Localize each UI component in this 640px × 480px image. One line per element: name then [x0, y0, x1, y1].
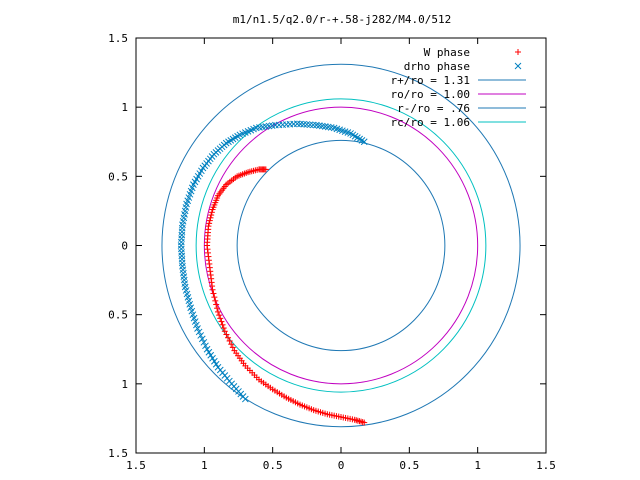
x-tick-label: 0.5 [263, 459, 283, 472]
data-point [214, 363, 222, 371]
x-tick-label: 1 [474, 459, 481, 472]
legend-label: ro/ro = 1.00 [391, 88, 470, 101]
legend-swatch [515, 49, 521, 55]
data-point [223, 331, 230, 338]
data-point [218, 318, 225, 325]
x-tick-label: 0 [338, 459, 345, 472]
chart-title: m1/n1.5/q2.0/r-+.58-j282/M4.0/512 [233, 13, 452, 26]
data-point [207, 351, 215, 359]
data-point [206, 217, 213, 224]
x-tick-label: 1 [201, 459, 208, 472]
legend-entry: r+/ro = 1.31 [391, 74, 526, 87]
data-point [214, 305, 221, 312]
data-point [209, 354, 216, 362]
circle-r-ro-76 [236, 139, 446, 352]
data-point [211, 294, 218, 301]
data-point [293, 120, 301, 128]
legend-entry: ro/ro = 1.00 [391, 88, 526, 101]
data-point [219, 321, 226, 328]
legend-entry: rc/ro = 1.06 [391, 116, 526, 129]
data-point [231, 347, 238, 354]
y-tick-label: 1.5 [108, 32, 128, 45]
legend-label: drho phase [404, 60, 470, 73]
data-point [220, 325, 227, 332]
x-tick-label: 1.5 [536, 459, 556, 472]
data-point [306, 121, 314, 129]
data-point [205, 223, 212, 230]
data-point [202, 342, 209, 350]
data-point [205, 348, 213, 356]
data-point [211, 357, 218, 365]
data-point [262, 166, 269, 173]
circle-ro-ro-1-00 [203, 106, 479, 385]
legend-swatch [514, 62, 522, 70]
series-drho-phase [177, 120, 368, 403]
circle-r-ro-1-31 [161, 63, 521, 428]
data-point [360, 138, 368, 146]
y-tick-label: 0 [121, 240, 128, 253]
plot-frame [135, 37, 547, 454]
data-point [200, 338, 208, 346]
x-tick-label: 1.5 [126, 459, 146, 472]
data-point [210, 290, 217, 297]
data-point [212, 297, 219, 304]
series-layer [177, 120, 368, 426]
legend-label: W phase [424, 46, 470, 59]
data-point [197, 332, 205, 339]
data-point [208, 212, 215, 219]
data-point [198, 335, 206, 343]
data-point [229, 344, 236, 351]
y-tick-label: 1 [121, 378, 128, 391]
data-point [226, 337, 233, 344]
data-point [309, 121, 317, 129]
data-point [228, 341, 235, 348]
y-tick-label: 1 [121, 101, 128, 114]
data-point [207, 214, 214, 221]
data-point [195, 328, 203, 336]
legend-label: r-/ro = .76 [397, 102, 470, 115]
legend-entry: r-/ro = .76 [397, 102, 526, 115]
data-point [203, 345, 211, 353]
data-point [217, 315, 224, 322]
data-point [225, 334, 232, 341]
data-point [221, 328, 228, 335]
axis-layer: 1.5 1 0.5 0 0.5 1 1.51.510.500.511.5 [108, 32, 556, 472]
y-tick-label: 1.5 [108, 447, 128, 460]
data-point [300, 120, 307, 128]
data-point [212, 360, 220, 368]
circle-layer [161, 63, 521, 428]
y-tick-label: 0.5 [108, 170, 128, 183]
circle-rc-ro-1-06 [195, 98, 487, 393]
data-point [208, 209, 215, 216]
series-w-phase [204, 166, 368, 426]
y-tick-label: 0.5 [108, 309, 128, 322]
x-tick-label: 0.5 [399, 459, 419, 472]
data-point [303, 121, 311, 128]
legend-label: r+/ro = 1.31 [391, 74, 470, 87]
data-point [297, 120, 304, 128]
data-point [215, 308, 221, 315]
legend-label: rc/ro = 1.06 [391, 116, 470, 129]
data-point [213, 301, 220, 308]
data-point [206, 220, 213, 227]
legend-entry: drho phase [404, 60, 522, 73]
data-point [216, 312, 223, 319]
legend-entry: W phase [424, 46, 521, 59]
